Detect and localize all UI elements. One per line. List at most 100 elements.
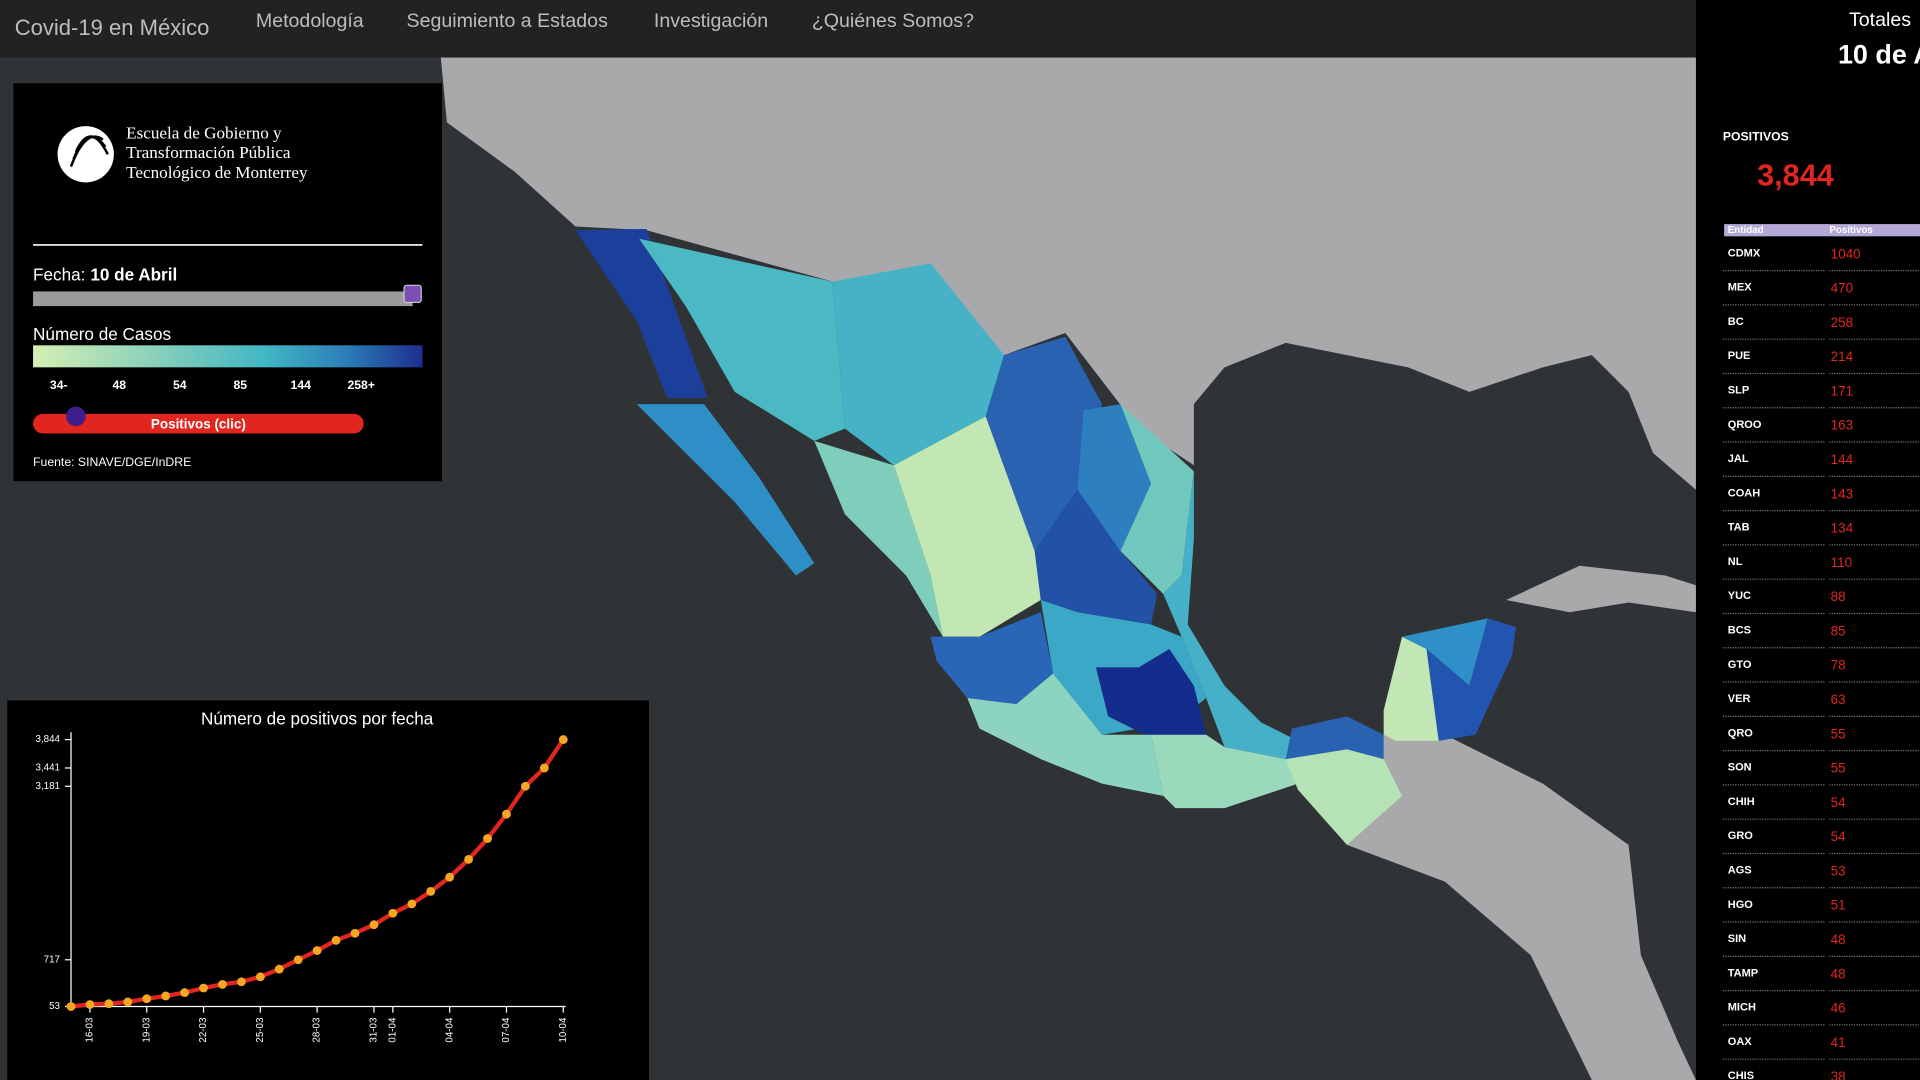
entity-name: QROO [1728,419,1762,431]
data-point [483,834,492,843]
entity-value: 470 [1831,281,1853,296]
entity-value: 46 [1831,1001,1846,1016]
state-cdmx-mex [1095,648,1207,735]
entity-value: 63 [1831,692,1846,707]
y-tick-label: 53 [49,1001,60,1012]
entity-name: SON [1728,762,1752,774]
nav-link[interactable]: Investigación [654,10,768,32]
chart-title: Número de positivos por fecha [201,709,434,729]
data-point [161,991,171,1001]
date-value: 10 de Abril [90,264,177,284]
entity-value: 51 [1831,898,1846,913]
entity-value: 163 [1831,418,1853,433]
x-tick-label: 10-04 [558,1017,569,1043]
state-chis [1285,746,1403,845]
chart-bg [7,700,649,1080]
toggle-knob[interactable] [66,406,86,427]
entity-value: 88 [1831,589,1846,604]
data-point [388,908,398,918]
logo-text: Transformación Pública [126,143,291,162]
state-chih [832,263,1005,466]
scale-label: 258+ [347,378,375,392]
state-bc [575,228,708,398]
entity-name: OAX [1728,1036,1753,1048]
x-tick-label: 04-04 [444,1017,455,1043]
data-point [274,964,284,974]
entity-name: SIN [1728,933,1746,945]
x-tick-label: 31-03 [369,1017,380,1043]
state-central-north [893,416,1041,637]
state-bcs [636,404,815,576]
x-tick-label: 01-04 [387,1017,398,1043]
x-tick-label: 07-04 [501,1017,512,1043]
entity-value: 48 [1831,966,1846,981]
date-line: Fecha: 10 de Abril [33,264,177,284]
state-camp [1383,636,1439,741]
entity-name: CHIS [1728,1070,1754,1080]
data-point [445,872,455,882]
state-ver [1163,471,1298,760]
entity-name: HGO [1728,899,1754,911]
y-tick-label: 3,844 [36,734,61,745]
data-point [539,763,549,773]
data-point [312,946,322,955]
brand[interactable]: Covid-19 en México [15,15,210,40]
logo-text: Tecnológico de Monterrey [126,163,308,182]
entity-name: MEX [1728,282,1753,294]
entity-value: 41 [1831,1035,1846,1050]
entity-name: BCS [1728,625,1751,637]
date-slider[interactable] [33,291,413,307]
state-yuc [1402,618,1488,686]
toggle-label[interactable]: Positivos (clic) [151,416,246,431]
entity-name: VER [1728,693,1751,705]
entity-value: 258 [1831,315,1853,330]
entity-name: YUC [1728,590,1751,602]
entity-value: 55 [1831,761,1846,776]
y-tick-label: 3,181 [36,781,60,792]
state-mich-gro [967,673,1164,796]
slider-handle[interactable] [403,284,422,304]
entity-name: TAB [1728,522,1750,534]
nav-link[interactable]: Seguimiento a Estados [407,10,609,32]
scale-label: 48 [112,378,126,392]
data-point [520,781,530,791]
table-header-bg [1724,224,1920,237]
color-ramp [33,345,423,368]
x-tick-label: 19-03 [141,1017,152,1043]
scale-label: 144 [291,378,312,392]
entity-value: 55 [1831,726,1846,741]
nav-link[interactable]: ¿Quiénes Somos? [812,10,974,32]
entity-value: 48 [1831,932,1846,947]
entity-value: 144 [1831,452,1854,467]
totals-panel: Totales 10 de Abril POSITIVOS 3,844 Enti… [1695,0,1920,1080]
entity-value: 54 [1831,829,1846,844]
total-value: 3,844 [1757,159,1834,193]
date-label: Fecha: [33,264,85,284]
entity-value: 1040 [1831,246,1861,261]
data-point [180,988,190,997]
state-nl [1077,404,1152,552]
nav-link[interactable]: Metodología [256,10,364,32]
entity-name: GTO [1728,659,1752,671]
source: Fuente: SINAVE/DGE/InDRE [33,455,191,469]
scale-label: 54 [173,378,187,392]
data-point [369,920,379,930]
entity-value: 54 [1831,795,1846,810]
state-qroo [1426,618,1516,741]
info-panel: Escuela de Gobierno y Transformación Púb… [13,83,443,482]
logo-text: Escuela de Gobierno y [126,124,282,143]
state-jal [930,612,1054,705]
data-point [331,935,341,945]
metric-label: POSITIVOS [1723,129,1789,143]
toggle-button[interactable] [33,413,364,434]
data-point [426,886,436,896]
logo [57,126,114,183]
state-tamp [1120,404,1194,594]
data-point [237,977,246,987]
navbar: Covid-19 en México Metodología Seguimient… [0,0,1696,58]
entity-name: PUE [1728,350,1751,362]
usa-land [440,57,1696,490]
entity-value: 214 [1831,349,1854,364]
scale-label: 85 [233,378,247,392]
table-header: Positivos [1829,225,1873,236]
